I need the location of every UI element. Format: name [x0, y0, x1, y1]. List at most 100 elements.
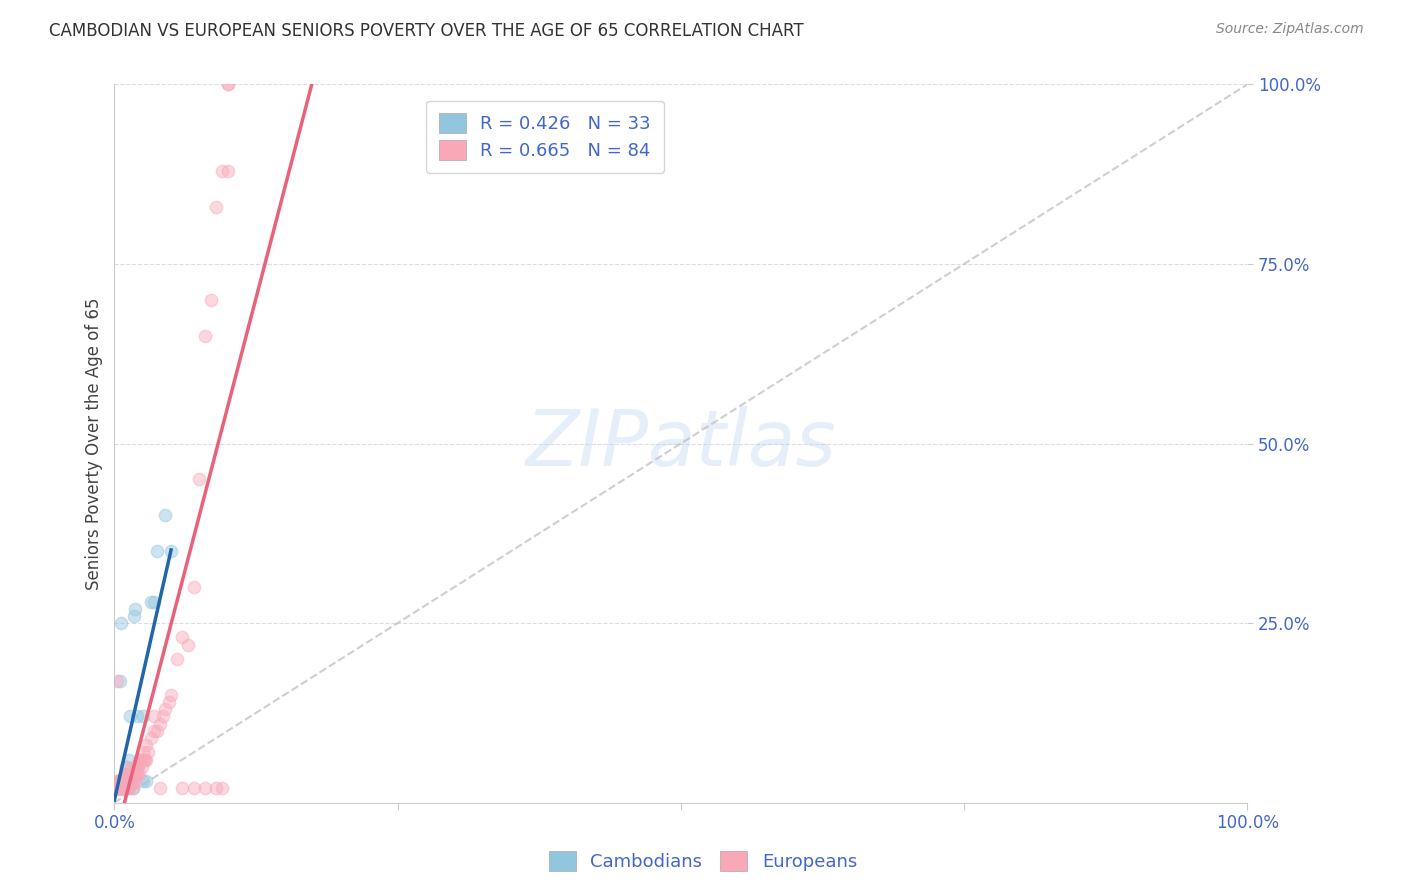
- Point: [105, 781, 128, 796]
- Point: [115, 774, 138, 789]
- Point: [132, 752, 155, 766]
- Point: [124, 601, 146, 615]
- Point: [155, 702, 177, 716]
- Point: [105, 781, 128, 796]
- Point: [125, 767, 148, 781]
- Point: [115, 774, 138, 789]
- Point: [110, 781, 132, 796]
- Point: [194, 328, 217, 343]
- Point: [134, 752, 156, 766]
- Point: [188, 472, 211, 486]
- Point: [177, 638, 200, 652]
- Point: [152, 709, 174, 723]
- Point: [114, 767, 136, 781]
- Point: [115, 767, 138, 781]
- Point: [211, 781, 233, 796]
- Point: [107, 781, 129, 796]
- Point: [149, 716, 172, 731]
- Point: [125, 760, 148, 774]
- Point: [132, 774, 155, 789]
- Point: [217, 78, 239, 92]
- Point: [114, 774, 136, 789]
- Text: Source: ZipAtlas.com: Source: ZipAtlas.com: [1216, 22, 1364, 37]
- Point: [125, 709, 148, 723]
- Point: [112, 774, 135, 789]
- Point: [138, 745, 160, 759]
- Point: [217, 163, 239, 178]
- Point: [211, 163, 233, 178]
- Point: [120, 774, 142, 789]
- Point: [122, 608, 145, 623]
- Point: [183, 580, 205, 594]
- Point: [118, 781, 141, 796]
- Point: [160, 544, 183, 558]
- Point: [105, 781, 128, 796]
- Point: [120, 709, 142, 723]
- Point: [120, 767, 142, 781]
- Point: [107, 781, 129, 796]
- Point: [125, 767, 148, 781]
- Legend: Cambodians, Europeans: Cambodians, Europeans: [541, 844, 865, 879]
- Point: [183, 781, 205, 796]
- Point: [117, 781, 139, 796]
- Point: [139, 594, 162, 608]
- Point: [121, 781, 143, 796]
- Point: [114, 767, 136, 781]
- Point: [146, 723, 169, 738]
- Point: [108, 781, 131, 796]
- Point: [143, 723, 166, 738]
- Point: [120, 774, 142, 789]
- Point: [110, 615, 132, 630]
- Point: [108, 774, 131, 789]
- Text: CAMBODIAN VS EUROPEAN SENIORS POVERTY OVER THE AGE OF 65 CORRELATION CHART: CAMBODIAN VS EUROPEAN SENIORS POVERTY OV…: [49, 22, 804, 40]
- Legend: R = 0.426   N = 33, R = 0.665   N = 84: R = 0.426 N = 33, R = 0.665 N = 84: [426, 101, 664, 173]
- Point: [117, 781, 139, 796]
- Point: [200, 293, 222, 307]
- Point: [110, 781, 132, 796]
- Point: [127, 760, 149, 774]
- Point: [122, 760, 145, 774]
- Point: [108, 781, 131, 796]
- Point: [125, 760, 148, 774]
- Point: [139, 731, 162, 745]
- Point: [105, 774, 128, 789]
- Point: [172, 631, 194, 645]
- Point: [114, 760, 136, 774]
- Point: [205, 781, 228, 796]
- Point: [128, 752, 150, 766]
- Point: [112, 781, 135, 796]
- Point: [124, 767, 146, 781]
- Point: [132, 745, 155, 759]
- Point: [146, 544, 169, 558]
- Point: [121, 781, 143, 796]
- Point: [194, 781, 217, 796]
- Point: [155, 508, 177, 523]
- Point: [112, 774, 135, 789]
- Point: [111, 781, 134, 796]
- Point: [128, 767, 150, 781]
- Point: [111, 774, 134, 789]
- Point: [108, 774, 131, 789]
- Point: [114, 774, 136, 789]
- Point: [160, 688, 183, 702]
- Point: [120, 767, 142, 781]
- Point: [105, 673, 128, 688]
- Point: [108, 781, 131, 796]
- Point: [107, 781, 129, 796]
- Point: [108, 781, 131, 796]
- Point: [157, 695, 180, 709]
- Point: [104, 781, 127, 796]
- Point: [108, 774, 131, 789]
- Point: [135, 774, 157, 789]
- Point: [149, 781, 172, 796]
- Point: [107, 781, 129, 796]
- Point: [107, 774, 129, 789]
- Point: [205, 200, 228, 214]
- Point: [118, 752, 141, 766]
- Point: [114, 760, 136, 774]
- Point: [143, 709, 166, 723]
- Point: [114, 767, 136, 781]
- Point: [110, 781, 132, 796]
- Point: [121, 774, 143, 789]
- Point: [108, 673, 131, 688]
